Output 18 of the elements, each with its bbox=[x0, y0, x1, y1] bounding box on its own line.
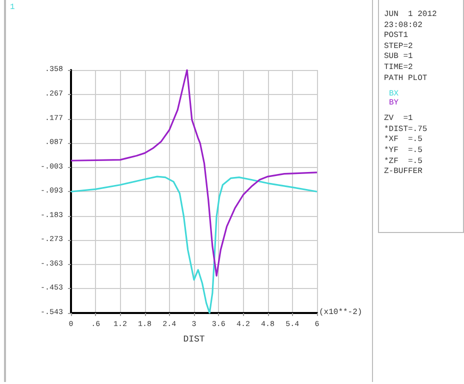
text: ZV =1 bbox=[384, 114, 413, 125]
text: BX bbox=[389, 90, 399, 98]
text: STEP=2 bbox=[384, 42, 413, 52]
text: Z-BUFFER bbox=[384, 167, 422, 178]
text: PATH PLOT bbox=[384, 74, 428, 84]
text: SUB =1 bbox=[384, 52, 413, 63]
text: 1 bbox=[10, 3, 15, 14]
text: POST1 bbox=[384, 31, 408, 42]
text: BY bbox=[389, 98, 399, 108]
x-axis-title: DIST bbox=[183, 334, 206, 344]
text: TIME=2 bbox=[384, 63, 413, 74]
text: *XF =.5 bbox=[384, 135, 422, 146]
text: *DIST=.75 bbox=[384, 124, 428, 135]
text: *ZF =.5 bbox=[384, 156, 422, 168]
text: JUN 1 2012 bbox=[384, 10, 437, 21]
text: 23:08:02 bbox=[384, 20, 422, 32]
text: (x10**-2) bbox=[319, 308, 362, 319]
text: *YF =.5 bbox=[384, 146, 422, 157]
